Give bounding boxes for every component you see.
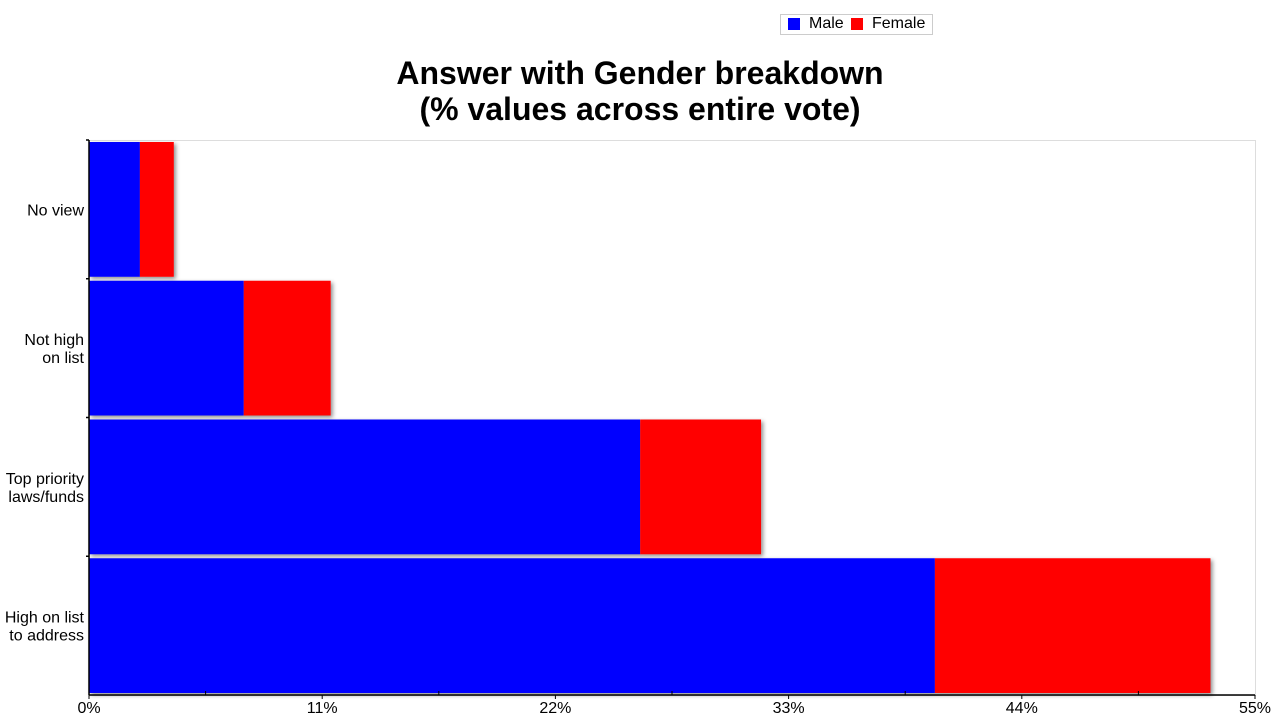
x-tick-label: 44% xyxy=(1006,700,1038,717)
x-tick-label: 22% xyxy=(539,700,571,717)
x-tick-label: 55% xyxy=(1239,700,1271,717)
legend: Male Female xyxy=(780,14,933,35)
legend-swatch-female xyxy=(851,18,863,30)
chart-title: Answer with Gender breakdown (% values a… xyxy=(396,55,883,127)
bars-layer xyxy=(89,142,1211,693)
bar-male xyxy=(89,142,140,277)
bar-group xyxy=(89,280,331,416)
bar-group xyxy=(89,142,174,277)
category-label-line: Not high xyxy=(24,332,84,349)
category-label-line: No view xyxy=(27,202,84,219)
x-tick-label: 11% xyxy=(307,700,338,717)
bar-female xyxy=(934,558,1211,693)
category-label-line: Top priority xyxy=(6,471,84,488)
bar-male xyxy=(89,419,641,555)
axes-layer: No view Not high on list Top priority laws/f… xyxy=(5,139,1271,717)
bar-male xyxy=(89,280,244,416)
category-label: High on list to address xyxy=(5,610,85,645)
bar-group xyxy=(89,419,762,555)
x-tick-label: 0% xyxy=(77,700,100,717)
bar-male xyxy=(89,558,935,693)
category-label: Not high on list xyxy=(24,332,84,367)
category-label-line: laws/funds xyxy=(8,489,84,506)
legend-swatch-male xyxy=(788,18,800,30)
category-label-line: High on list xyxy=(5,610,85,627)
category-label-line: on list xyxy=(42,350,84,367)
bar-female xyxy=(139,142,174,277)
category-label-line: to address xyxy=(9,628,84,645)
x-tick-label: 33% xyxy=(773,700,805,717)
chart-title-line-2: (% values across entire vote) xyxy=(419,91,860,127)
category-label: Top priority laws/funds xyxy=(6,471,84,506)
chart-title-line-1: Answer with Gender breakdown xyxy=(396,55,883,91)
legend-label-female: Female xyxy=(872,15,925,32)
bar-female xyxy=(243,280,331,416)
legend-label-male: Male xyxy=(809,15,844,32)
bar-group xyxy=(89,558,1211,693)
bar-female xyxy=(640,419,762,555)
category-label: No view xyxy=(27,202,84,219)
